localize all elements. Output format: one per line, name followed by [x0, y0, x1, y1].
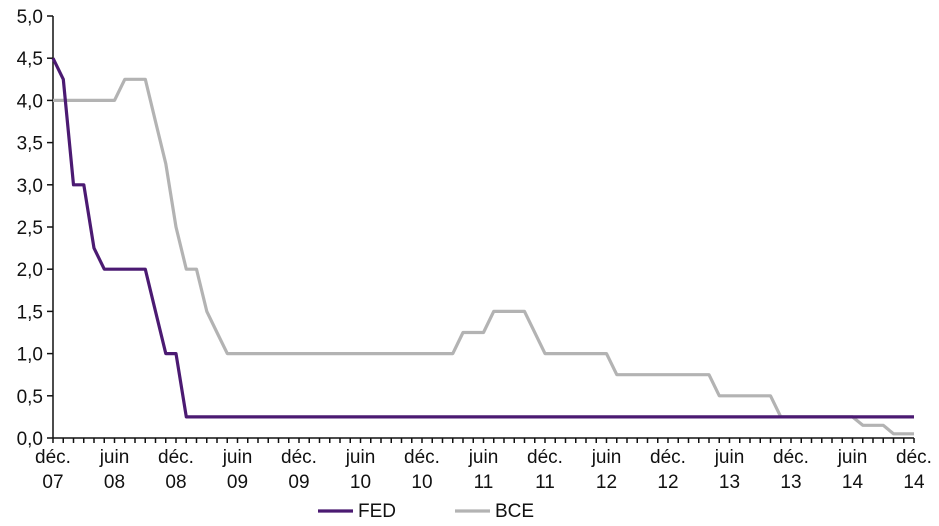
x-tick-label-month: déc. [35, 447, 71, 468]
x-tick-label-month: déc. [896, 447, 932, 468]
x-tick-label-month: déc. [281, 447, 317, 468]
x-tick-label-year: 13 [780, 472, 801, 493]
y-tick-label: 5,0 [17, 7, 43, 28]
x-tick-label-year: 08 [104, 472, 125, 493]
series-line-bce [53, 77, 914, 436]
x-tick-label-month: juin [468, 447, 499, 468]
x-tick-label-month: juin [99, 447, 130, 468]
y-tick-label: 3,0 [17, 176, 43, 197]
x-tick-label-month: juin [345, 447, 376, 468]
series-lines [51, 57, 914, 436]
y-tick-label: 2,5 [17, 218, 43, 239]
x-tick-label-month: juin [591, 447, 622, 468]
x-tick-label-year: 14 [842, 472, 864, 493]
x-tick-label-year: 08 [165, 472, 186, 493]
x-tick-label-year: 12 [657, 472, 678, 493]
x-tick-label-month: juin [714, 447, 745, 468]
x-tick-label-year: 11 [535, 472, 555, 493]
x-tick-label-year: 14 [903, 472, 925, 493]
x-tick-label-year: 09 [227, 472, 248, 493]
x-tick-label-year: 09 [288, 472, 309, 493]
y-tick-label: 3,5 [17, 134, 43, 155]
series-line-fed [51, 57, 914, 419]
y-tick-label: 4,5 [17, 49, 43, 70]
axes: 0,0 0,5 1,0 1,5 2,0 2,5 3,0 3,5 4,0 4,5 5,0 déc. 07 j… [17, 7, 932, 493]
x-tick-label-month: déc. [404, 447, 440, 468]
x-tick-label-month: juin [837, 447, 868, 468]
legend-label-fed: FED [358, 501, 396, 522]
x-tick-label-month: déc. [158, 447, 194, 468]
legend-label-bce: BCE [495, 501, 534, 522]
x-tick-label-year: 11 [474, 472, 494, 493]
x-tick-label-year: 07 [42, 472, 63, 493]
x-tick-label-month: déc. [773, 447, 809, 468]
y-tick-label: 1,0 [17, 345, 43, 366]
x-tick-label-year: 10 [411, 472, 432, 493]
x-tick-label-year: 13 [719, 472, 740, 493]
x-tick-label-month: juin [222, 447, 253, 468]
y-tick-label: 4,0 [17, 91, 43, 112]
x-tick-label-year: 12 [596, 472, 617, 493]
legend: FED BCE [318, 501, 534, 522]
y-tick-label: 1,5 [17, 302, 43, 323]
y-tick-label: 2,0 [17, 260, 43, 281]
x-tick-label-year: 10 [350, 472, 371, 493]
y-tick-label: 0,0 [17, 429, 43, 450]
x-tick-label-month: déc. [527, 447, 563, 468]
x-tick-label-month: déc. [650, 447, 686, 468]
y-tick-label: 0,5 [17, 387, 43, 408]
